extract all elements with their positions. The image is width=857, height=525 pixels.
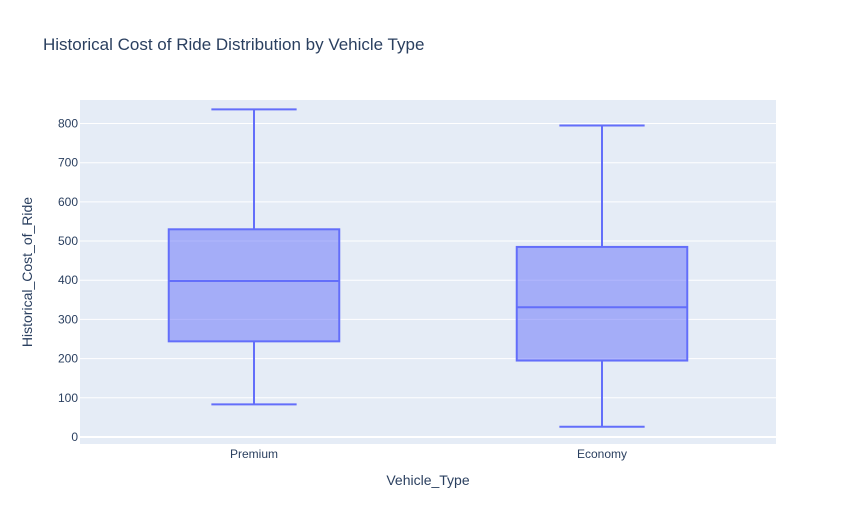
y-tick-label: 800 xyxy=(58,117,78,131)
x-tick-label: Premium xyxy=(230,447,278,461)
y-tick-label: 300 xyxy=(58,312,78,326)
y-axis-ticks: 0 100 200 300 400 500 600 700 800 xyxy=(58,117,78,444)
y-tick-label: 600 xyxy=(58,195,78,209)
box-economy xyxy=(515,124,689,428)
y-tick-label: 700 xyxy=(58,156,78,170)
x-axis-title: Vehicle_Type xyxy=(386,472,469,488)
boxes xyxy=(167,108,689,428)
y-tick-label: 400 xyxy=(58,273,78,287)
x-tick-label: Economy xyxy=(577,447,627,461)
y-axis-title: Historical_Cost_of_Ride xyxy=(19,197,35,347)
y-tick-label: 500 xyxy=(58,234,78,248)
x-axis-ticks: Premium Economy xyxy=(230,447,627,461)
chart-title: Historical Cost of Ride Distribution by … xyxy=(43,35,424,54)
y-tick-label: 0 xyxy=(71,430,78,444)
iqr-box xyxy=(515,245,689,362)
y-tick-label: 100 xyxy=(58,391,78,405)
iqr-box xyxy=(167,228,341,343)
box-premium xyxy=(167,108,341,406)
y-tick-label: 200 xyxy=(58,352,78,366)
